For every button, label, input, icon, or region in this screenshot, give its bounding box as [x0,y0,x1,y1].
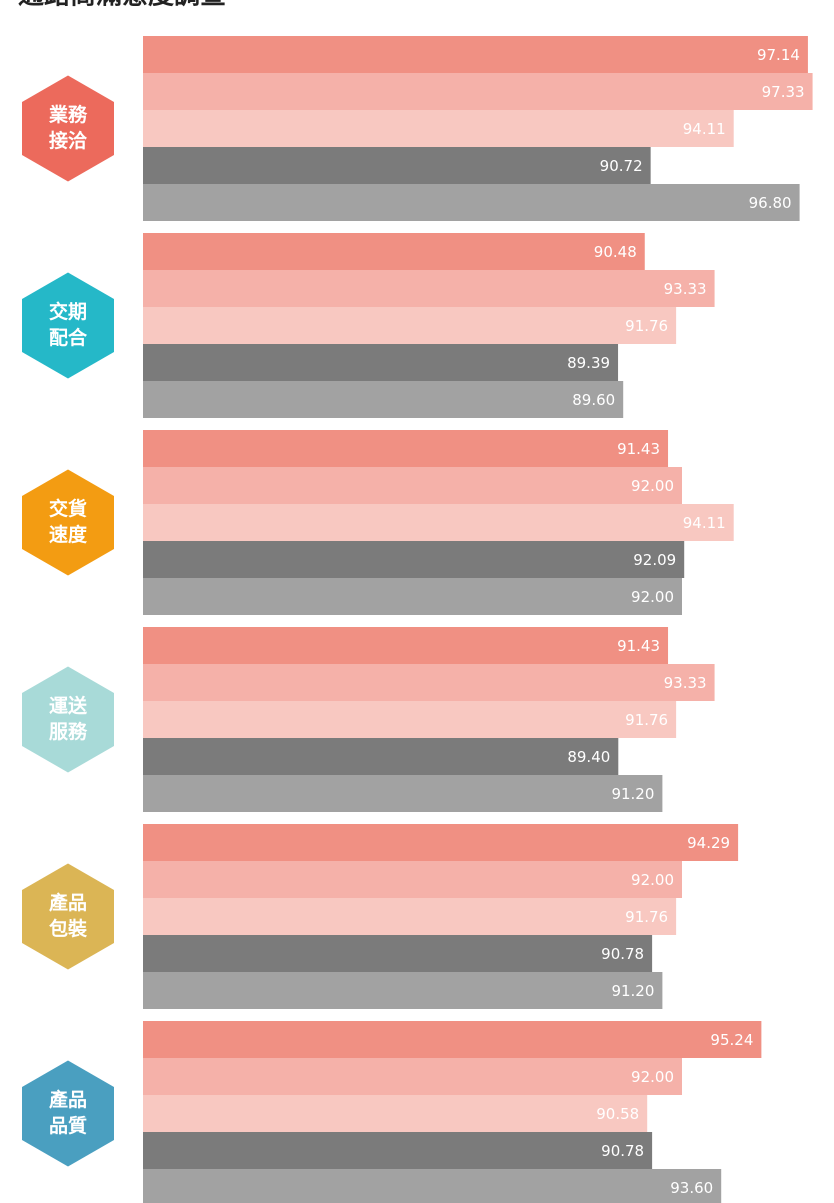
value-label: 89.60 [572,391,615,409]
value-label: 92.00 [631,477,674,495]
value-label: 90.58 [596,1105,639,1123]
value-label: 91.76 [625,711,668,729]
bar [143,1095,648,1132]
category-label: 速度 [49,523,88,546]
value-label: 92.00 [631,871,674,889]
value-label: 90.48 [594,243,637,261]
category-label: 品質 [49,1114,87,1137]
value-label: 96.80 [749,194,792,212]
category-label: 接洽 [49,129,88,152]
bar [143,738,619,775]
bar [143,664,715,701]
bar [143,381,624,418]
bar [143,541,685,578]
bar [143,1058,682,1095]
category-hexagon [22,666,114,773]
bar [143,147,651,184]
bar [143,233,645,270]
value-label: 94.11 [683,514,726,532]
bar [143,972,663,1009]
bar [143,701,677,738]
value-label: 92.00 [631,1068,674,1086]
category-label: 產品 [49,891,87,914]
category-label: 產品 [49,1088,87,1111]
value-label: 93.60 [670,1179,713,1197]
bar [143,861,682,898]
category-label: 服務 [49,720,88,743]
category-hexagon [22,1060,114,1167]
bar [143,1132,653,1169]
bar [143,898,677,935]
value-label: 90.78 [601,945,644,963]
category-hexagon [22,272,114,379]
bar [143,430,669,467]
value-label: 95.24 [710,1031,753,1049]
category-label: 業務 [48,103,88,126]
bar [143,73,813,110]
bar [143,344,619,381]
value-label: 90.78 [601,1142,644,1160]
category-label: 運送 [49,694,88,717]
bar [143,1169,722,1203]
bar [143,270,715,307]
value-label: 91.20 [611,785,654,803]
bar [143,110,734,147]
value-label: 91.76 [625,908,668,926]
category-label: 交期 [49,300,87,323]
category-hexagon [22,469,114,576]
value-label: 93.33 [664,280,707,298]
value-label: 90.72 [600,157,643,175]
category-label: 交貨 [49,497,87,520]
value-label: 94.11 [683,120,726,138]
category-label: 包裝 [49,917,88,940]
bar [143,467,682,504]
value-label: 91.76 [625,317,668,335]
value-label: 93.33 [664,674,707,692]
value-label: 89.40 [567,748,610,766]
value-label: 92.00 [631,588,674,606]
category-hexagon [22,75,114,182]
bar [143,504,734,541]
bar [143,1021,762,1058]
value-label: 92.09 [633,551,676,569]
value-label: 91.20 [611,982,654,1000]
value-label: 94.29 [687,834,730,852]
bar [143,935,653,972]
bar [143,775,663,812]
category-hexagon [22,863,114,970]
bar [143,824,739,861]
bar [143,184,800,221]
category-label: 配合 [49,326,88,349]
value-label: 91.43 [617,637,660,655]
bar [143,307,677,344]
value-label: 97.14 [757,46,800,64]
chart-title: 通路商滿意度調查 [18,0,226,11]
bar [143,578,682,615]
bar [143,36,808,73]
value-label: 89.39 [567,354,610,372]
bar [143,627,669,664]
value-label: 91.43 [617,440,660,458]
value-label: 97.33 [762,83,805,101]
